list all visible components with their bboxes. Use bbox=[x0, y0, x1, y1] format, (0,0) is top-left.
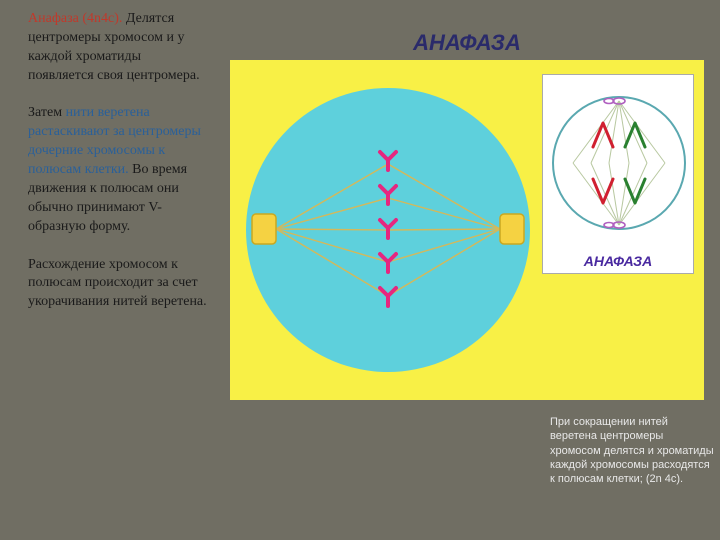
main-cell-svg bbox=[242, 74, 534, 386]
description-text: Анафаза (4n4c). Делятся центромеры хромо… bbox=[28, 10, 208, 312]
small-diagram-panel: АНАФАЗА bbox=[542, 74, 694, 274]
p2a: Затем bbox=[28, 105, 66, 120]
p3: Расхождение хромосом к полюсам происходи… bbox=[28, 256, 208, 313]
main-diagram-panel: АНАФАЗА bbox=[230, 60, 704, 400]
small-cell-svg bbox=[543, 75, 695, 251]
small-diagram-label: АНАФАЗА bbox=[543, 253, 693, 269]
main-diagram-title: АНАФАЗА bbox=[230, 30, 704, 56]
phase-title: Анафаза (4n4c). bbox=[28, 11, 122, 26]
diagram-caption: При сокращении нитей веретена центромеры… bbox=[550, 415, 715, 486]
